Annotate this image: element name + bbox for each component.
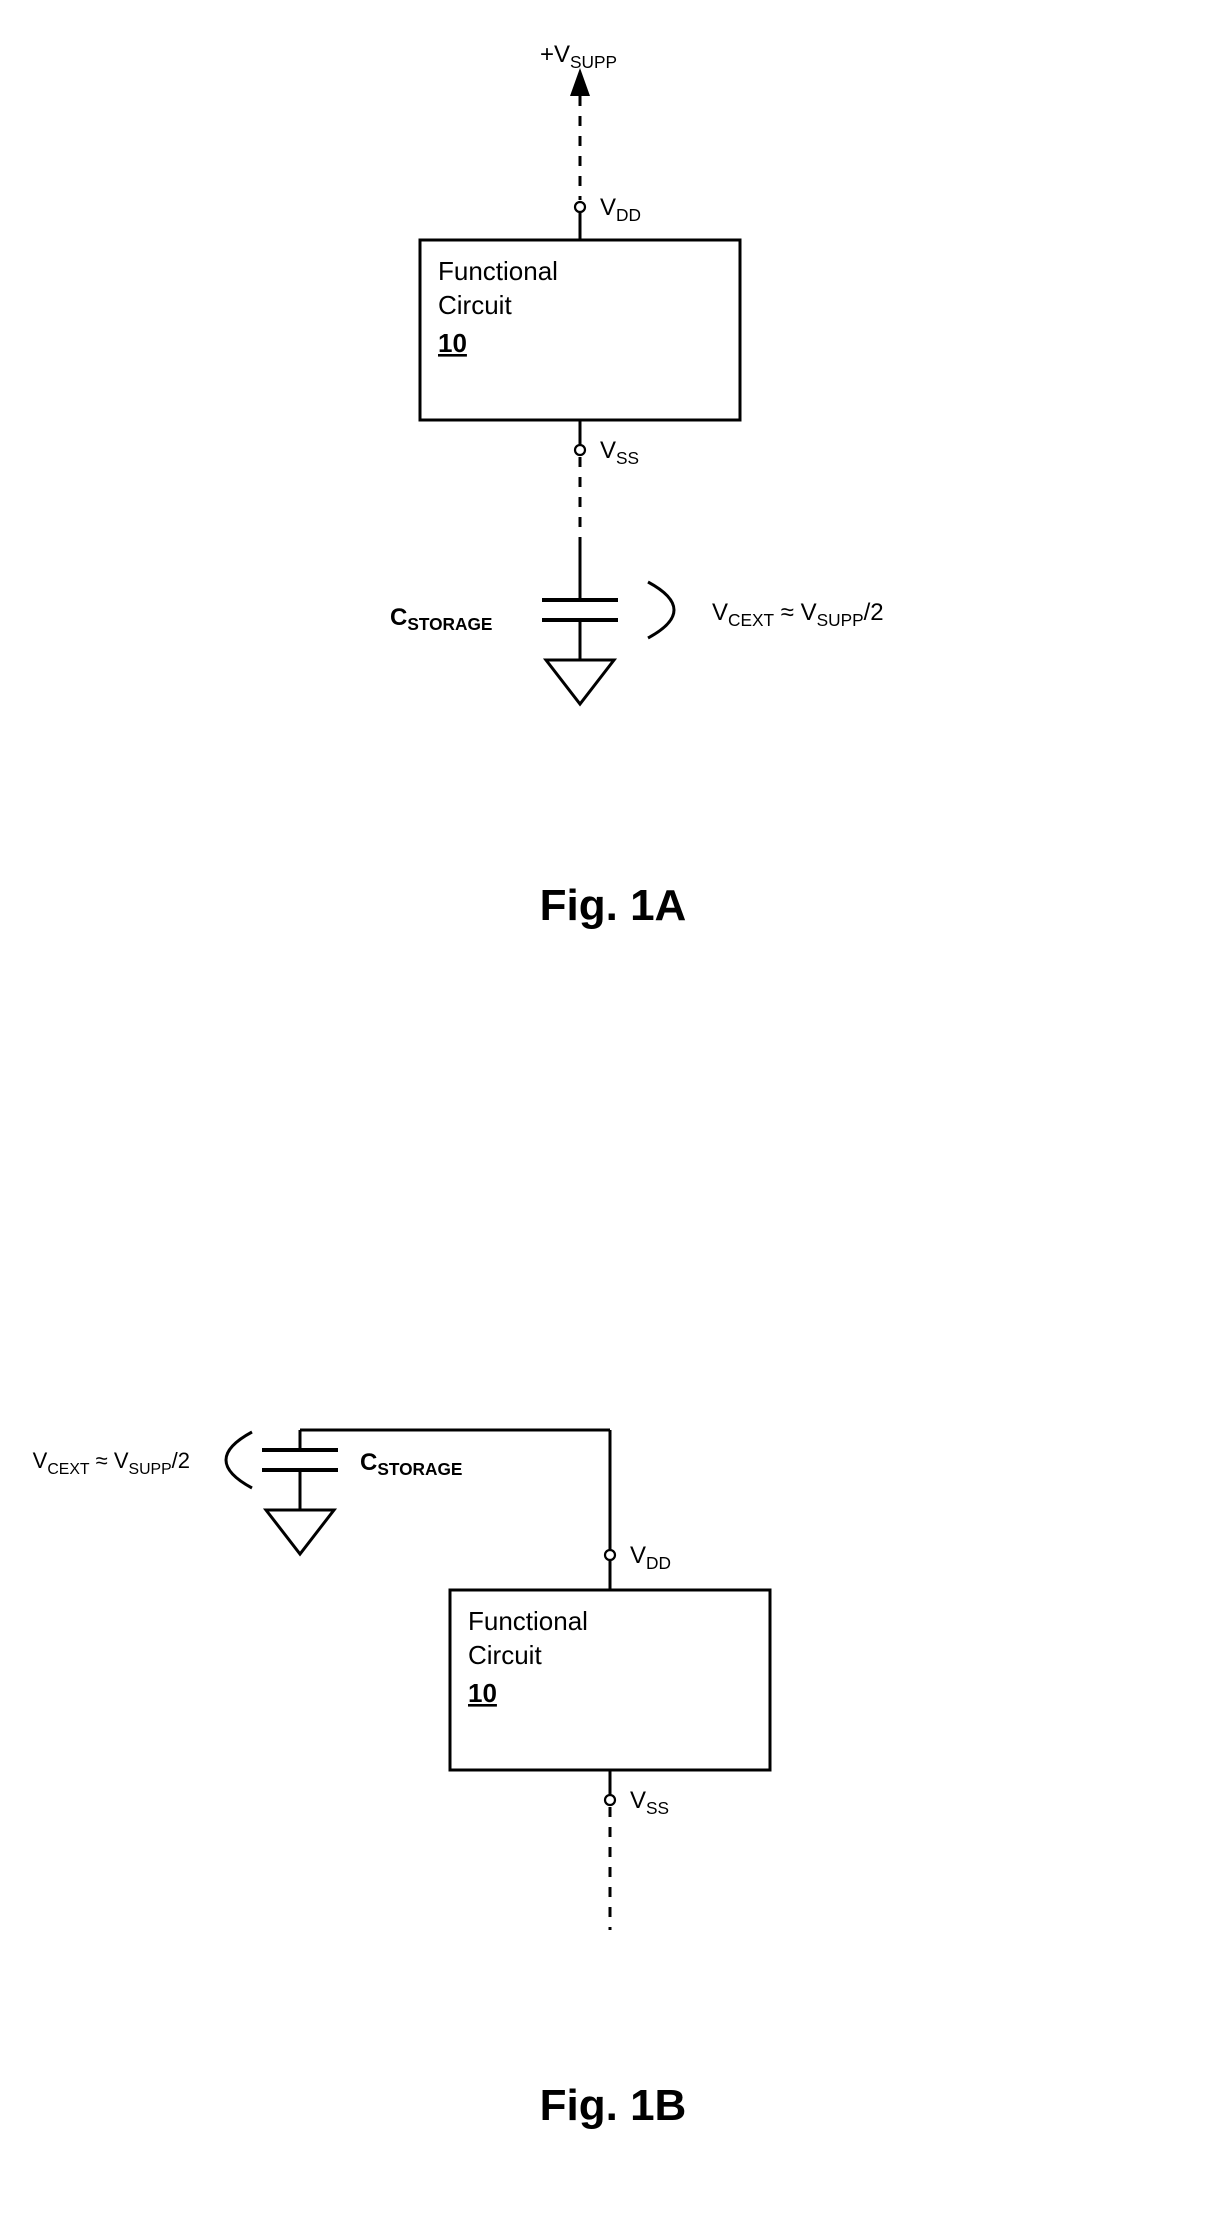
vdd-terminal bbox=[575, 202, 585, 212]
fig-caption-1b: Fig. 1B bbox=[540, 2081, 687, 2130]
ground-symbol-b bbox=[266, 1510, 334, 1554]
vss-label: VSS bbox=[600, 437, 639, 468]
vss-terminal bbox=[575, 445, 585, 455]
cap-brace-b bbox=[226, 1432, 252, 1488]
cstorage-label-b: CSTORAGE bbox=[360, 1449, 462, 1479]
block-text: Functional Circuit 10 bbox=[438, 256, 565, 358]
fig-caption-1a: Fig. 1A bbox=[540, 881, 687, 930]
supply-label: +VSUPP bbox=[540, 41, 617, 72]
fig-1b: VDD CSTORAGE VCEXT ≈ VSUPP/2 Functional … bbox=[33, 1430, 770, 2130]
vss-terminal-b bbox=[605, 1795, 615, 1805]
vcext-label: VCEXT ≈ VSUPP/2 bbox=[712, 599, 884, 630]
cap-brace bbox=[648, 582, 674, 638]
vdd-terminal-b bbox=[605, 1550, 615, 1560]
vcext-label-b: VCEXT ≈ VSUPP/2 bbox=[33, 1448, 190, 1478]
vdd-label: VDD bbox=[600, 194, 641, 225]
schematic-canvas: +VSUPP VDD Functional Circuit 10 VSS bbox=[0, 0, 1226, 2215]
cstorage-label: CSTORAGE bbox=[390, 604, 492, 634]
block-text-b: Functional Circuit 10 bbox=[468, 1606, 595, 1708]
fig-1a: +VSUPP VDD Functional Circuit 10 VSS bbox=[390, 41, 884, 930]
supply-arrow bbox=[570, 68, 590, 96]
vss-label-b: VSS bbox=[630, 1787, 669, 1818]
vdd-label-b: VDD bbox=[630, 1542, 671, 1573]
ground-symbol bbox=[546, 660, 614, 704]
